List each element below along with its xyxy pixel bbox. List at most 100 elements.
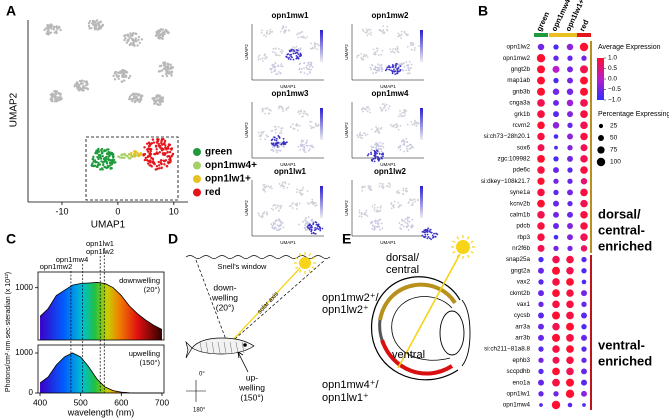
cell-point: [280, 65, 282, 67]
cell-point: [302, 220, 304, 223]
cell-point: [366, 215, 369, 217]
cell-point: [157, 160, 160, 164]
cell-point: [134, 37, 138, 40]
cell-point: [363, 108, 366, 111]
cell-point: [402, 115, 404, 118]
cell-point: [314, 227, 316, 229]
cell-point: [259, 138, 262, 141]
cell-point: [298, 32, 301, 35]
cell-point: [386, 25, 389, 28]
cell-point: [396, 190, 398, 193]
expression-dot: [538, 256, 544, 263]
cell-point: [123, 156, 126, 160]
sun-ray: [466, 254, 470, 258]
cell-point: [404, 217, 407, 220]
cell-point: [308, 68, 311, 71]
axis-label: UMAP1: [280, 84, 296, 89]
cell-point: [275, 207, 277, 210]
cell-point: [77, 85, 80, 89]
cell-point: [389, 184, 392, 187]
cell-point: [366, 133, 369, 136]
cell-point: [269, 28, 272, 31]
cell-point: [306, 64, 309, 67]
cell-point: [280, 48, 283, 51]
axis-label: UMAP2: [244, 122, 249, 138]
cell-point: [397, 51, 400, 54]
cell-point: [360, 215, 363, 218]
cell-point: [284, 182, 287, 185]
expression-dot: [538, 357, 544, 363]
cell-point: [303, 110, 306, 113]
cell-point: [154, 145, 158, 148]
axis-label: UMAP1: [380, 84, 396, 89]
expression-dot: [566, 88, 574, 96]
cell-point: [282, 143, 285, 146]
cell-point: [297, 48, 300, 50]
cell-point: [377, 156, 380, 159]
cell-point: [169, 63, 172, 66]
cell-point: [379, 128, 382, 130]
cell-point: [411, 123, 414, 126]
expression-dot: [538, 279, 544, 285]
expression-dot: [537, 76, 545, 85]
cell-point: [158, 164, 161, 167]
cell-point: [164, 63, 167, 66]
cell-point: [260, 133, 263, 136]
expression-dot: [580, 166, 588, 174]
cell-point: [306, 220, 308, 223]
cell-point: [100, 150, 103, 153]
sun: [299, 257, 311, 269]
cell-point: [151, 138, 155, 141]
x-axis-label: wavelength (nm): [67, 407, 135, 417]
cell-point: [305, 66, 308, 69]
cell-point: [278, 47, 280, 50]
spectrum-area: [40, 282, 162, 340]
group-annotation: central-: [598, 222, 645, 237]
cell-point: [403, 114, 406, 117]
cell-point: [51, 92, 54, 95]
cell-point: [110, 160, 113, 164]
cell-point: [83, 80, 86, 83]
cell-point: [408, 72, 411, 75]
cell-point: [411, 146, 414, 149]
cell-point: [94, 26, 97, 30]
legend-label: red: [205, 187, 221, 198]
cell-point: [160, 64, 163, 67]
cell-point: [269, 109, 271, 111]
cell-point: [372, 146, 375, 148]
cell-point: [379, 209, 382, 212]
cell-point: [291, 56, 293, 59]
cell-point: [311, 66, 314, 68]
cell-point: [265, 134, 268, 136]
cell-point: [158, 144, 161, 147]
cell-point: [274, 47, 277, 50]
cell-point: [384, 69, 387, 72]
cell-point: [129, 154, 133, 157]
cell-point: [310, 230, 313, 233]
expression-dot: [581, 279, 587, 285]
cell-point: [261, 57, 264, 60]
cell-point: [164, 146, 167, 149]
cell-point: [300, 68, 303, 70]
cell-point: [280, 205, 282, 208]
cell-point: [264, 57, 267, 60]
cell-point: [163, 163, 166, 166]
cell-point: [380, 148, 383, 151]
cell-point: [404, 221, 407, 224]
size-legend-dot: [598, 123, 604, 129]
cell-point: [311, 198, 314, 201]
cell-point: [103, 149, 106, 152]
cell-point: [407, 72, 409, 75]
cell-point: [267, 112, 270, 115]
feature-colorbar: [320, 186, 323, 218]
opsin-label: opn1lw2: [86, 247, 114, 256]
water-surface: [185, 255, 331, 259]
cell-point: [279, 227, 282, 230]
cell-point: [395, 65, 397, 67]
cell-point: [300, 35, 303, 38]
cell-point: [274, 204, 277, 207]
cell-point: [424, 233, 427, 236]
cell-point: [358, 209, 361, 212]
cell-point: [295, 123, 298, 125]
cell-point: [296, 188, 299, 191]
